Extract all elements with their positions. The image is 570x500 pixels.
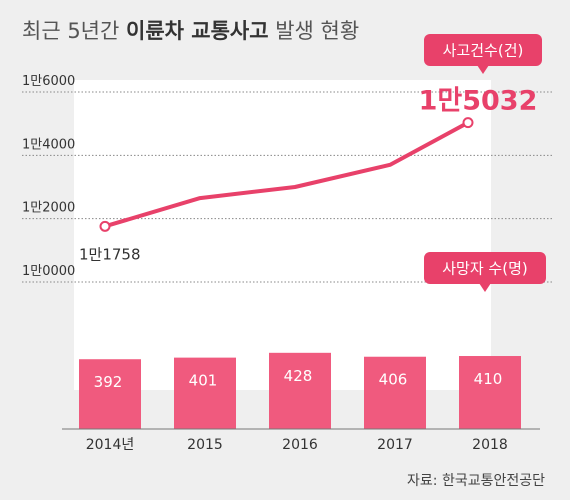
x-tick-label: 2015	[187, 437, 223, 453]
y-tick-label: 1만6000	[22, 74, 75, 89]
bar-label: 410	[474, 370, 503, 388]
legend-line-badge-text: 사고건수(건)	[443, 42, 524, 60]
chart-title: 최근 5년간 이륜차 교통사고 발생 현황	[22, 19, 359, 43]
x-tick-label: 2016	[282, 437, 318, 453]
bar	[459, 356, 521, 429]
title-suffix: 발생 현황	[269, 19, 360, 43]
source-note: 자료: 한국교통안전공단	[407, 473, 545, 489]
x-tick-label: 2017	[377, 437, 413, 453]
legend-bar-badge-text: 사망자 수(명)	[442, 260, 527, 278]
plot-area: 1만0000 1만2000 1만4000 1만6000 392 401 428 406 410 2…	[22, 34, 552, 453]
bar-label: 401	[189, 372, 218, 390]
legend-bar-badge-bg	[424, 252, 546, 284]
y-tick-label: 1만2000	[22, 201, 75, 216]
bar	[364, 356, 426, 429]
x-tick-label: 2018	[472, 437, 508, 453]
x-tick-label: 2014년	[86, 437, 135, 453]
legend-line-badge-pointer	[477, 65, 489, 74]
title-prefix: 최근 5년간	[22, 19, 126, 43]
bar-label: 406	[379, 371, 408, 389]
bar-label: 428	[284, 367, 313, 385]
line-point	[99, 220, 111, 232]
title-bold: 이륜차 교통사고	[126, 19, 269, 43]
line-point	[462, 117, 474, 129]
bar	[269, 352, 331, 429]
y-tick-label: 1만4000	[22, 137, 75, 152]
legend-bar-badge-pointer	[479, 283, 491, 292]
bar	[174, 357, 236, 429]
bar-label: 392	[94, 373, 123, 391]
legend-line-badge-bg	[424, 34, 542, 66]
bar	[79, 359, 141, 429]
plot-background	[74, 80, 491, 390]
line-last-label: 1만5032	[419, 86, 538, 117]
line-series	[103, 120, 470, 229]
y-tick-label: 1만0000	[22, 264, 75, 279]
line-first-label: 1만1758	[79, 245, 141, 263]
